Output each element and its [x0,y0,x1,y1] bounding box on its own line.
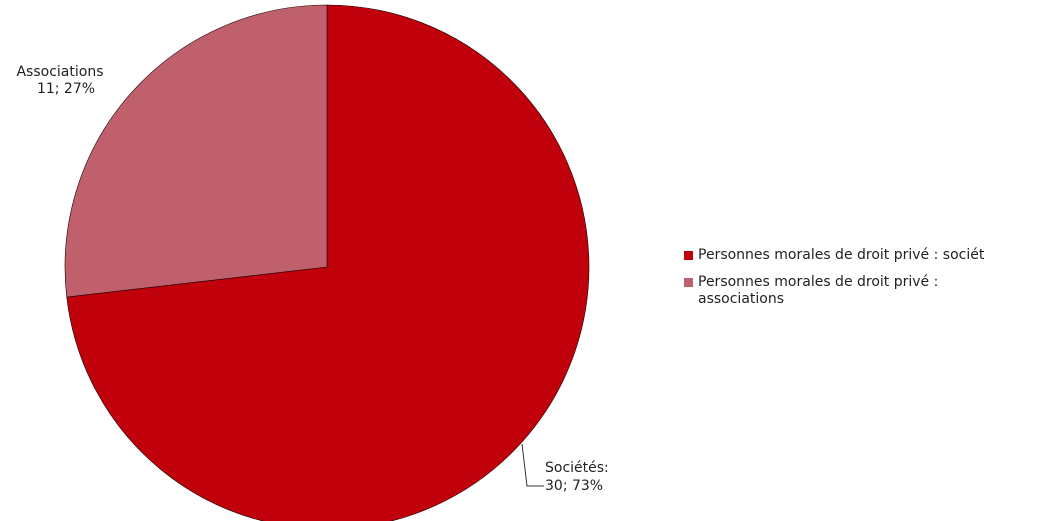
legend-item-associations: Personnes morales de droit privé : assoc… [684,274,1038,308]
pie-slice-societes [66,4,590,521]
societes-label-name: Sociétés: [545,460,609,476]
legend-swatch-associations [684,278,693,287]
legend-item-societes: Personnes morales de droit privé : socié… [684,247,1038,264]
legend-swatch-societes [684,251,693,260]
pie-slices [64,4,590,521]
societes-label-value: 30; 73% [545,478,603,494]
pie-slice-associations [64,4,328,298]
associations-label-name: Associations [16,64,103,80]
associations-label: Associations 11; 27% [16,64,103,97]
legend-label-societes: Personnes morales de droit privé : socié… [698,247,985,263]
chart-legend: Personnes morales de droit privé : socié… [684,247,1038,318]
associations-label-value: 11; 27% [37,81,95,97]
societes-leader-line [521,443,544,487]
societes-label: Sociétés: 30; 73% [521,443,609,494]
legend-label-associations-line1: Personnes morales de droit privé : [698,274,939,290]
legend-label-associations-line2: associations [698,291,785,307]
